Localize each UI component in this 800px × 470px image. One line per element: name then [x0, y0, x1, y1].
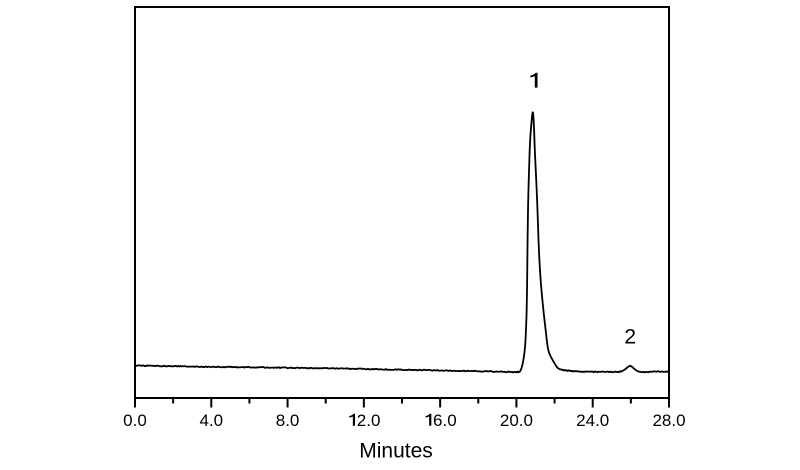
svg-text:Minutes: Minutes [359, 440, 433, 463]
svg-text:24.0: 24.0 [576, 411, 609, 430]
svg-text:28.0: 28.0 [652, 411, 685, 430]
svg-text:2: 2 [624, 326, 636, 349]
svg-text:4.0: 4.0 [199, 411, 223, 430]
svg-text:2.0: 2.0 [357, 411, 381, 430]
svg-text:20.0: 20.0 [500, 411, 533, 430]
svg-text:8.0: 8.0 [276, 411, 300, 430]
svg-text:0.0: 0.0 [123, 411, 147, 430]
svg-text:6.0: 6.0 [433, 411, 457, 430]
